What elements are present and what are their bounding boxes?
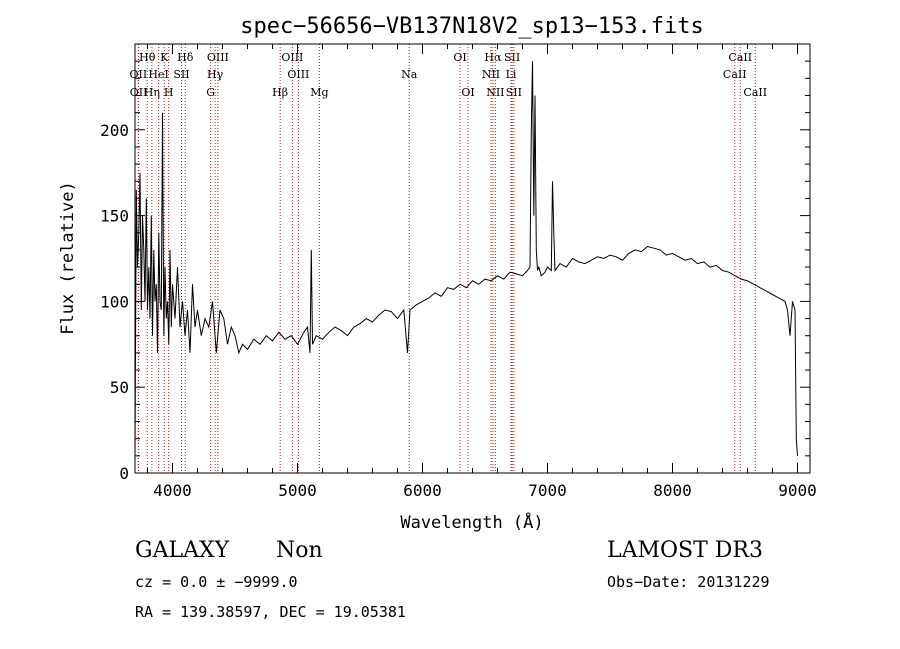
object-subclass: Non: [276, 538, 323, 563]
spectral-line-label: NII: [482, 68, 500, 81]
spectral-line-label: Hθ: [139, 51, 156, 64]
x-tick-label: 9000: [778, 481, 817, 500]
spectrum-series-line: [134, 61, 798, 456]
y-axis-label: Flux (relative): [58, 181, 78, 335]
x-axis-label: Wavelength (Å): [400, 511, 543, 533]
spectral-line-label: SII: [173, 68, 189, 81]
spectral-line-label: Hη: [144, 86, 160, 99]
spectral-line-label: OIII: [281, 51, 303, 64]
spectral-line-label: Hβ: [272, 86, 288, 99]
x-tick-label: 5000: [278, 481, 317, 500]
spectral-line-label: SII: [506, 86, 522, 99]
spectral-line-label: OI: [461, 86, 474, 99]
y-tick-label: 200: [100, 121, 129, 140]
y-tick-label: 50: [110, 378, 129, 397]
spectral-line-label: Li: [506, 68, 517, 81]
spectral-line-label: Hδ: [177, 51, 194, 64]
spectral-line-label: G: [206, 86, 215, 99]
spectral-line-label: HeI: [148, 68, 168, 81]
spectral-line-label: OIII: [287, 68, 309, 81]
spectral-line-label: K: [160, 51, 169, 64]
spectral-line-label: OIII: [207, 51, 229, 64]
spectral-line-label: NII: [486, 86, 504, 99]
y-tick-label: 0: [119, 464, 129, 483]
spectral-line-label: CaII: [723, 68, 747, 81]
spectral-line-label: Mg: [310, 86, 328, 99]
spectral-line-label: CaII: [728, 51, 752, 64]
plot-frame: [134, 43, 811, 474]
spectral-line-label: OI: [453, 51, 466, 64]
redshift-info: cz = 0.0 ± −9999.0: [135, 573, 298, 591]
x-tick-label: 6000: [403, 481, 442, 500]
spectral-line-label: SII: [504, 51, 520, 64]
y-ticks: 0 50 100 150 200: [100, 60, 810, 483]
x-tick-label: 4000: [153, 481, 192, 500]
survey-name: LAMOST DR3: [607, 538, 763, 563]
coordinates-info: RA = 139.38597, DEC = 19.05381: [135, 603, 406, 621]
spectral-line-label: OII: [130, 86, 148, 99]
spectral-line-label: Na: [401, 68, 418, 81]
spectral-line-label: Hα: [484, 51, 502, 64]
observation-date: Obs−Date: 20131229: [607, 573, 770, 591]
x-ticks: 4000 5000 6000 7000 8000 9000: [147, 44, 817, 500]
chart-title: spec−56656−VB137N18V2_sp13−153.fits: [240, 14, 704, 39]
x-tick-label: 7000: [528, 481, 567, 500]
y-tick-label: 100: [100, 292, 129, 311]
object-class: GALAXY: [135, 538, 230, 563]
spectral-line-label: CaII: [743, 86, 767, 99]
x-tick-label: 8000: [653, 481, 692, 500]
spectral-line-label: H: [164, 86, 174, 99]
y-tick-label: 150: [100, 207, 129, 226]
spectral-line-label: Hγ: [207, 68, 224, 81]
